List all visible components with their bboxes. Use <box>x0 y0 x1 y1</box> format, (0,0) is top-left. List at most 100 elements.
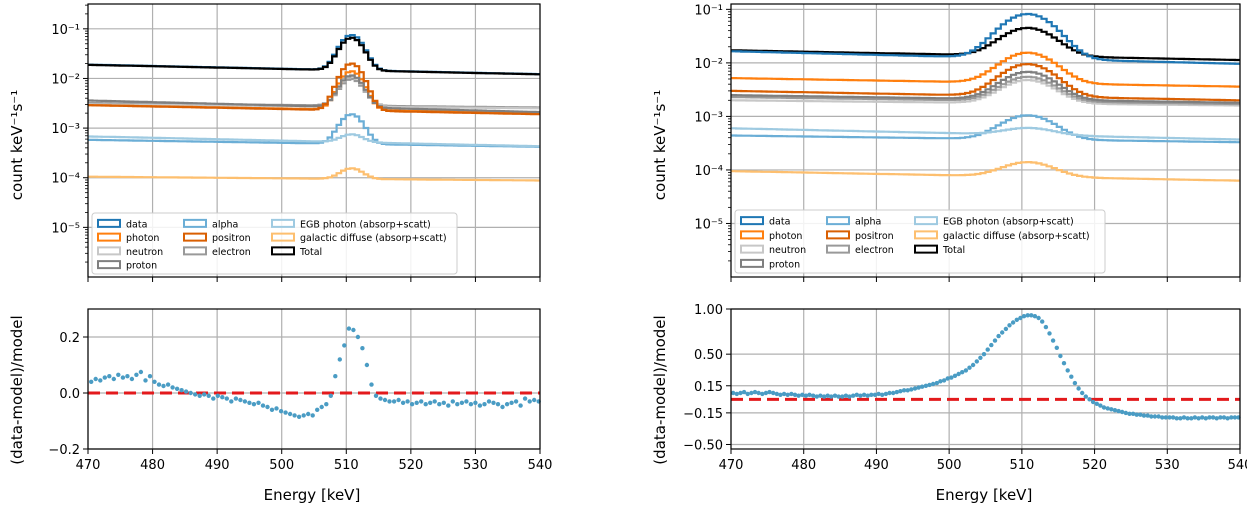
left-residual-point <box>242 399 248 404</box>
right-spectrum-series-data <box>731 12 1240 65</box>
left-residual-point <box>111 376 117 382</box>
left-residual-point <box>147 374 153 379</box>
left-residual-point <box>423 402 428 407</box>
right-spectrum-ytick-label: 10⁻³ <box>694 110 723 125</box>
left-residual-point <box>369 382 374 387</box>
right-residual-point <box>912 386 918 391</box>
left-residual-point <box>220 395 225 400</box>
right-residual-point <box>1043 324 1049 330</box>
right-residual-point <box>898 389 903 394</box>
left-spectrum-legend-label-data: data <box>126 219 147 230</box>
left-spectrum-panel: 10⁻⁵ 10⁻⁴ 10⁻³ 10⁻² 10⁻¹ data photon neutron pro… <box>51 3 541 282</box>
right-residual-point <box>1130 411 1136 416</box>
right-residual-point <box>861 392 867 397</box>
right-residual-point <box>1109 407 1114 412</box>
right-residual-point <box>952 373 958 378</box>
left-residual-point <box>260 403 266 408</box>
right-residual-point <box>829 394 834 399</box>
right-residual-point <box>1025 313 1030 318</box>
right-spectrum-legend-swatch-proton <box>740 258 764 268</box>
left-residual-point <box>513 399 519 404</box>
left-residual-point <box>116 372 121 377</box>
right-residual-point <box>756 390 761 396</box>
right-residual-point <box>880 392 885 397</box>
left-residual-point <box>387 399 392 404</box>
right-residual-point <box>1021 314 1027 319</box>
left-residual-point <box>170 385 175 390</box>
left-residual-point <box>504 402 510 407</box>
right-residual-point <box>796 393 801 398</box>
left-spectrum-series-proton <box>88 74 540 114</box>
right-spectrum-series-photon <box>731 51 1240 88</box>
left-residual-point <box>165 382 171 387</box>
left-spectrum-ytick-label: 10⁻³ <box>51 122 80 137</box>
right-residual-point <box>734 391 739 397</box>
left-residual-point <box>419 399 424 404</box>
right-residual-point <box>1094 401 1100 406</box>
left-residual-point <box>328 393 333 398</box>
right-spectrum-series-total <box>731 26 1240 62</box>
left-residual-point <box>324 402 329 407</box>
right-residual-point <box>1054 345 1060 350</box>
left-spectrum-legend-swatch-egb <box>271 218 295 228</box>
left-spectrum-legend-label-alpha: alpha <box>212 219 238 230</box>
left-spectrum-series-total <box>88 36 540 76</box>
right-spectrum-legend-swatch-electron <box>826 244 850 254</box>
left-spectrum-legend-swatch-data <box>97 218 121 228</box>
right-residual-point <box>956 371 961 377</box>
right-residual-point <box>1178 416 1183 421</box>
left-residual-point <box>156 382 162 387</box>
right-spectrum-series-neutron <box>731 78 1240 107</box>
right-residual-point <box>996 333 1001 339</box>
left-residual-point <box>134 372 139 377</box>
left-residual-point <box>98 378 103 383</box>
left-spectrum-ylabel: count keV⁻¹s⁻¹ <box>8 90 26 200</box>
right-spectrum-legend-label-electron: electron <box>855 245 894 256</box>
right-residual-xtick-label: 500 <box>937 458 962 473</box>
left-spectrum-legend-swatch-photon <box>97 232 121 242</box>
left-spectrum-frame <box>87 3 541 278</box>
right-spectrum-legend-swatch-data <box>740 216 764 226</box>
right-spectrum-legend-swatch-positron <box>826 230 850 240</box>
left-spectrum-legend-swatch-neutron <box>97 246 121 256</box>
left-spectrum-legend-label-proton: proton <box>126 261 157 272</box>
right-residual-point <box>1185 416 1190 421</box>
left-residual-point <box>432 399 437 404</box>
left-spectrum-ytick-label: 10⁻⁴ <box>51 172 80 187</box>
right-residual-point <box>1032 314 1038 319</box>
right-residual-point <box>825 393 830 398</box>
right-residual-point <box>760 391 765 397</box>
right-residual-point <box>1058 353 1063 359</box>
right-residual-point <box>1134 412 1139 417</box>
left-residual-point <box>292 413 297 418</box>
left-spectrum-ytick-label: 10⁻² <box>51 72 80 87</box>
left-residual-point <box>405 399 410 404</box>
right-residual-point <box>963 368 969 373</box>
right-residual-point <box>749 390 754 396</box>
right-residual-point <box>814 394 819 399</box>
right-spectrum-legend-label-total: Total <box>942 245 965 256</box>
right-spectrum-legend-swatch-photon <box>740 230 764 240</box>
right-spectrum-legend-frame <box>734 209 1106 274</box>
right-residual-point <box>934 380 939 386</box>
right-spectrum-legend-label-photon: photon <box>769 231 802 242</box>
right-residual-xtick-label: 520 <box>1082 458 1107 473</box>
right-residual-point <box>1167 415 1172 420</box>
right-residual-point <box>1007 323 1012 328</box>
left-residual-ytick-label: 0.0 <box>59 387 80 402</box>
left-residual-point <box>278 409 284 414</box>
left-residual-xtick-label: 490 <box>205 458 230 473</box>
left-residual-point <box>161 383 166 389</box>
left-residual-point <box>125 374 130 379</box>
right-spectrum-legend-label-neutron: neutron <box>769 245 806 256</box>
right-spectrum-legend-label-positron: positron <box>855 231 894 242</box>
left-residual-point <box>129 376 135 382</box>
right-residual-point <box>941 378 947 383</box>
left-residual-point <box>382 397 388 403</box>
right-residual-point <box>938 379 943 384</box>
left-residual-point <box>455 402 460 407</box>
left-spectrum-legend-swatch-alpha <box>183 218 207 228</box>
right-residual-point <box>920 384 925 389</box>
right-residual-point <box>1050 338 1056 343</box>
left-residual-point <box>102 375 108 380</box>
